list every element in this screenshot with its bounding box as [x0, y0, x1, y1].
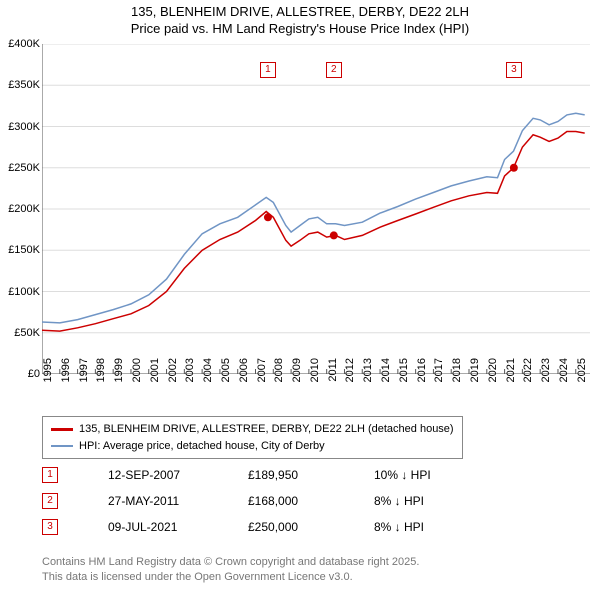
sales-price: £168,000: [248, 494, 324, 508]
sales-marker-3: 3: [42, 519, 58, 535]
y-tick-label: £350K: [0, 79, 40, 91]
chart-area: [42, 44, 590, 374]
sales-marker-2: 2: [42, 493, 58, 509]
sales-delta: 8% ↓ HPI: [374, 494, 464, 508]
sales-table: 1 12-SEP-2007 £189,950 10% ↓ HPI 2 27-MAY-201…: [42, 462, 464, 540]
x-tick-label: 1999: [113, 358, 125, 398]
sales-row: 1 12-SEP-2007 £189,950 10% ↓ HPI: [42, 462, 464, 488]
sales-delta: 10% ↓ HPI: [374, 468, 464, 482]
y-tick-label: £400K: [0, 38, 40, 50]
legend-label: HPI: Average price, detached house, City…: [79, 438, 325, 455]
x-tick-label: 2007: [256, 358, 268, 398]
title-line-1: 135, BLENHEIM DRIVE, ALLESTREE, DERBY, D…: [0, 4, 600, 21]
sales-delta: 8% ↓ HPI: [374, 520, 464, 534]
title-line-2: Price paid vs. HM Land Registry's House …: [0, 21, 600, 38]
x-tick-label: 2025: [576, 358, 588, 398]
x-tick-label: 2024: [558, 358, 570, 398]
x-tick-label: 2018: [451, 358, 463, 398]
legend-label: 135, BLENHEIM DRIVE, ALLESTREE, DERBY, D…: [79, 421, 454, 438]
y-tick-label: £200K: [0, 203, 40, 215]
x-tick-label: 2012: [344, 358, 356, 398]
legend-swatch: [51, 445, 73, 448]
y-tick-label: £150K: [0, 244, 40, 256]
x-tick-label: 2015: [398, 358, 410, 398]
y-tick-label: £250K: [0, 162, 40, 174]
x-tick-label: 1995: [42, 358, 54, 398]
x-tick-label: 2000: [131, 358, 143, 398]
legend-row: HPI: Average price, detached house, City…: [51, 438, 454, 455]
x-tick-label: 2001: [149, 358, 161, 398]
y-tick-label: £50K: [0, 327, 40, 339]
y-tick-label: £0: [0, 368, 40, 380]
chart-svg: [42, 44, 590, 374]
legend: 135, BLENHEIM DRIVE, ALLESTREE, DERBY, D…: [42, 416, 463, 459]
sales-date: 12-SEP-2007: [108, 468, 198, 482]
chart-marker-2: 2: [326, 62, 342, 78]
sales-row: 3 09-JUL-2021 £250,000 8% ↓ HPI: [42, 514, 464, 540]
x-tick-label: 2022: [522, 358, 534, 398]
x-tick-label: 2008: [273, 358, 285, 398]
x-tick-label: 2006: [238, 358, 250, 398]
sales-marker-1: 1: [42, 467, 58, 483]
footer-line-2: This data is licensed under the Open Gov…: [42, 570, 419, 584]
x-tick-label: 2020: [487, 358, 499, 398]
legend-row: 135, BLENHEIM DRIVE, ALLESTREE, DERBY, D…: [51, 421, 454, 438]
sales-row: 2 27-MAY-2011 £168,000 8% ↓ HPI: [42, 488, 464, 514]
x-tick-label: 2009: [291, 358, 303, 398]
chart-marker-3: 3: [506, 62, 522, 78]
x-tick-label: 2017: [433, 358, 445, 398]
footer: Contains HM Land Registry data © Crown c…: [42, 555, 419, 584]
legend-swatch: [51, 428, 73, 431]
y-tick-label: £100K: [0, 286, 40, 298]
x-tick-label: 2019: [469, 358, 481, 398]
footer-line-1: Contains HM Land Registry data © Crown c…: [42, 555, 419, 569]
chart-marker-1: 1: [260, 62, 276, 78]
x-tick-label: 2016: [416, 358, 428, 398]
x-tick-label: 2003: [184, 358, 196, 398]
x-tick-label: 2005: [220, 358, 232, 398]
chart-title: 135, BLENHEIM DRIVE, ALLESTREE, DERBY, D…: [0, 0, 600, 38]
sales-price: £189,950: [248, 468, 324, 482]
sales-date: 27-MAY-2011: [108, 494, 198, 508]
x-tick-label: 2010: [309, 358, 321, 398]
x-tick-label: 2023: [540, 358, 552, 398]
x-tick-label: 2002: [167, 358, 179, 398]
x-tick-label: 2013: [362, 358, 374, 398]
x-tick-label: 2011: [327, 358, 339, 398]
sales-date: 09-JUL-2021: [108, 520, 198, 534]
x-tick-label: 2004: [202, 358, 214, 398]
x-tick-label: 2021: [505, 358, 517, 398]
sales-price: £250,000: [248, 520, 324, 534]
x-tick-label: 1997: [78, 358, 90, 398]
x-tick-label: 2014: [380, 358, 392, 398]
x-tick-label: 1996: [60, 358, 72, 398]
x-tick-label: 1998: [95, 358, 107, 398]
y-tick-label: £300K: [0, 121, 40, 133]
